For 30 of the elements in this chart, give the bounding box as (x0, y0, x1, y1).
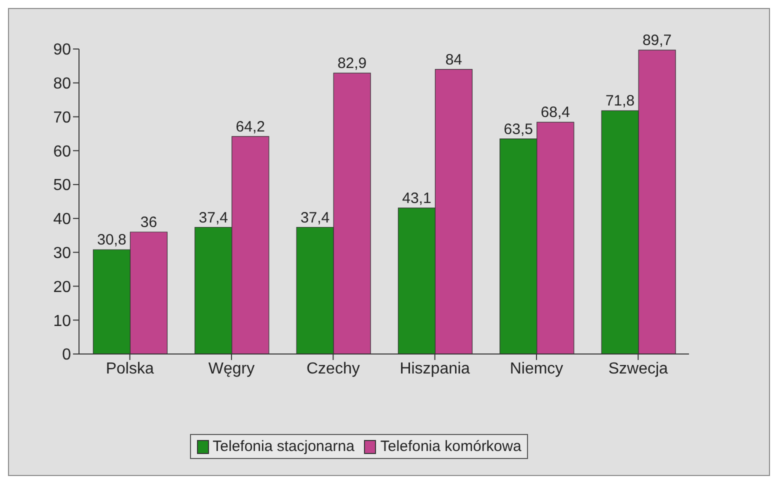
y-tick-label: 80 (53, 76, 72, 93)
x-tick-label: Węgry (208, 360, 255, 378)
legend-label: Telefonia komórkowa (379, 438, 522, 455)
y-tick-label: 70 (53, 109, 72, 126)
data-label: 36 (140, 214, 158, 231)
data-label: 30,8 (97, 232, 126, 249)
data-label: 68,4 (540, 104, 570, 122)
y-tick-label: 30 (53, 245, 72, 262)
y-tick-label: 50 (53, 177, 72, 194)
data-label: 43,1 (402, 190, 432, 207)
data-label: 84 (445, 51, 462, 68)
y-tick-label: 60 (53, 143, 72, 160)
y-tick-label: 40 (53, 211, 72, 228)
legend-label: Telefonia stacjonarna (212, 438, 354, 455)
x-tick-label: Hiszpania (400, 360, 470, 378)
data-label: 63,5 (504, 120, 533, 138)
x-tick-label: Czechy (306, 360, 360, 378)
y-tick-label: 90 (53, 42, 72, 59)
data-label: 82,9 (337, 55, 367, 72)
data-label: 37,4 (198, 209, 228, 226)
x-tick-label: Polska (106, 360, 154, 378)
y-tick-label: 10 (53, 312, 72, 330)
data-label: 71,8 (605, 92, 635, 110)
data-label: 89,7 (642, 32, 672, 50)
x-tick-label: Szwecja (608, 360, 668, 378)
y-tick-label: 20 (53, 278, 72, 296)
y-tick-label: 0 (62, 346, 72, 364)
data-label: 64,2 (236, 118, 265, 136)
data-label: 37,4 (300, 209, 330, 226)
x-tick-label: Niemcy (510, 360, 564, 378)
